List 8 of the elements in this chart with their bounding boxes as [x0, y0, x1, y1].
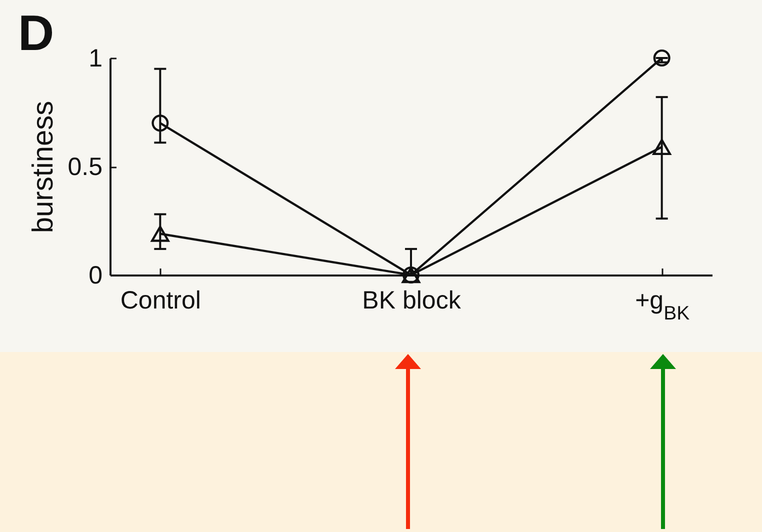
y-tick-label: 0.5 [68, 153, 102, 181]
x-tick-label: BK block [362, 286, 462, 314]
y-tick-label: 1 [88, 44, 102, 72]
chart-title: D [18, 5, 54, 61]
x-tick-label: +g$_{BK}$ [635, 286, 690, 324]
x-tick-label: Control [120, 286, 201, 314]
y-axis-title: burstiness [28, 100, 60, 234]
y-tick-label: 0 [88, 262, 102, 290]
